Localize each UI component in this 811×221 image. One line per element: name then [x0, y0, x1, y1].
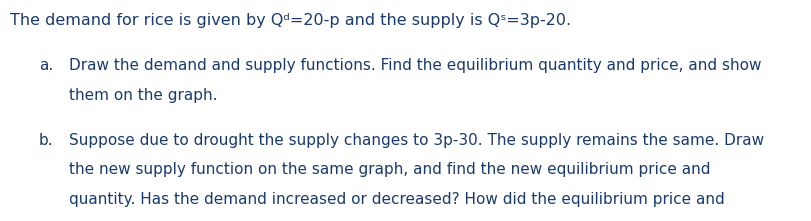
Text: quantity. Has the demand increased or decreased? How did the equilibrium price a: quantity. Has the demand increased or de… — [69, 192, 725, 207]
Text: b.: b. — [39, 133, 54, 148]
Text: the new supply function on the same graph, and find the new equilibrium price an: the new supply function on the same grap… — [69, 162, 710, 177]
Text: Suppose due to drought the supply changes to 3p-30. The supply remains the same.: Suppose due to drought the supply change… — [69, 133, 764, 148]
Text: them on the graph.: them on the graph. — [69, 88, 217, 103]
Text: Draw the demand and supply functions. Find the equilibrium quantity and price, a: Draw the demand and supply functions. Fi… — [69, 58, 762, 73]
Text: The demand for rice is given by Qᵈ=20-p and the supply is Qˢ=3p-20.: The demand for rice is given by Qᵈ=20-p … — [10, 13, 571, 28]
Text: a.: a. — [39, 58, 54, 73]
